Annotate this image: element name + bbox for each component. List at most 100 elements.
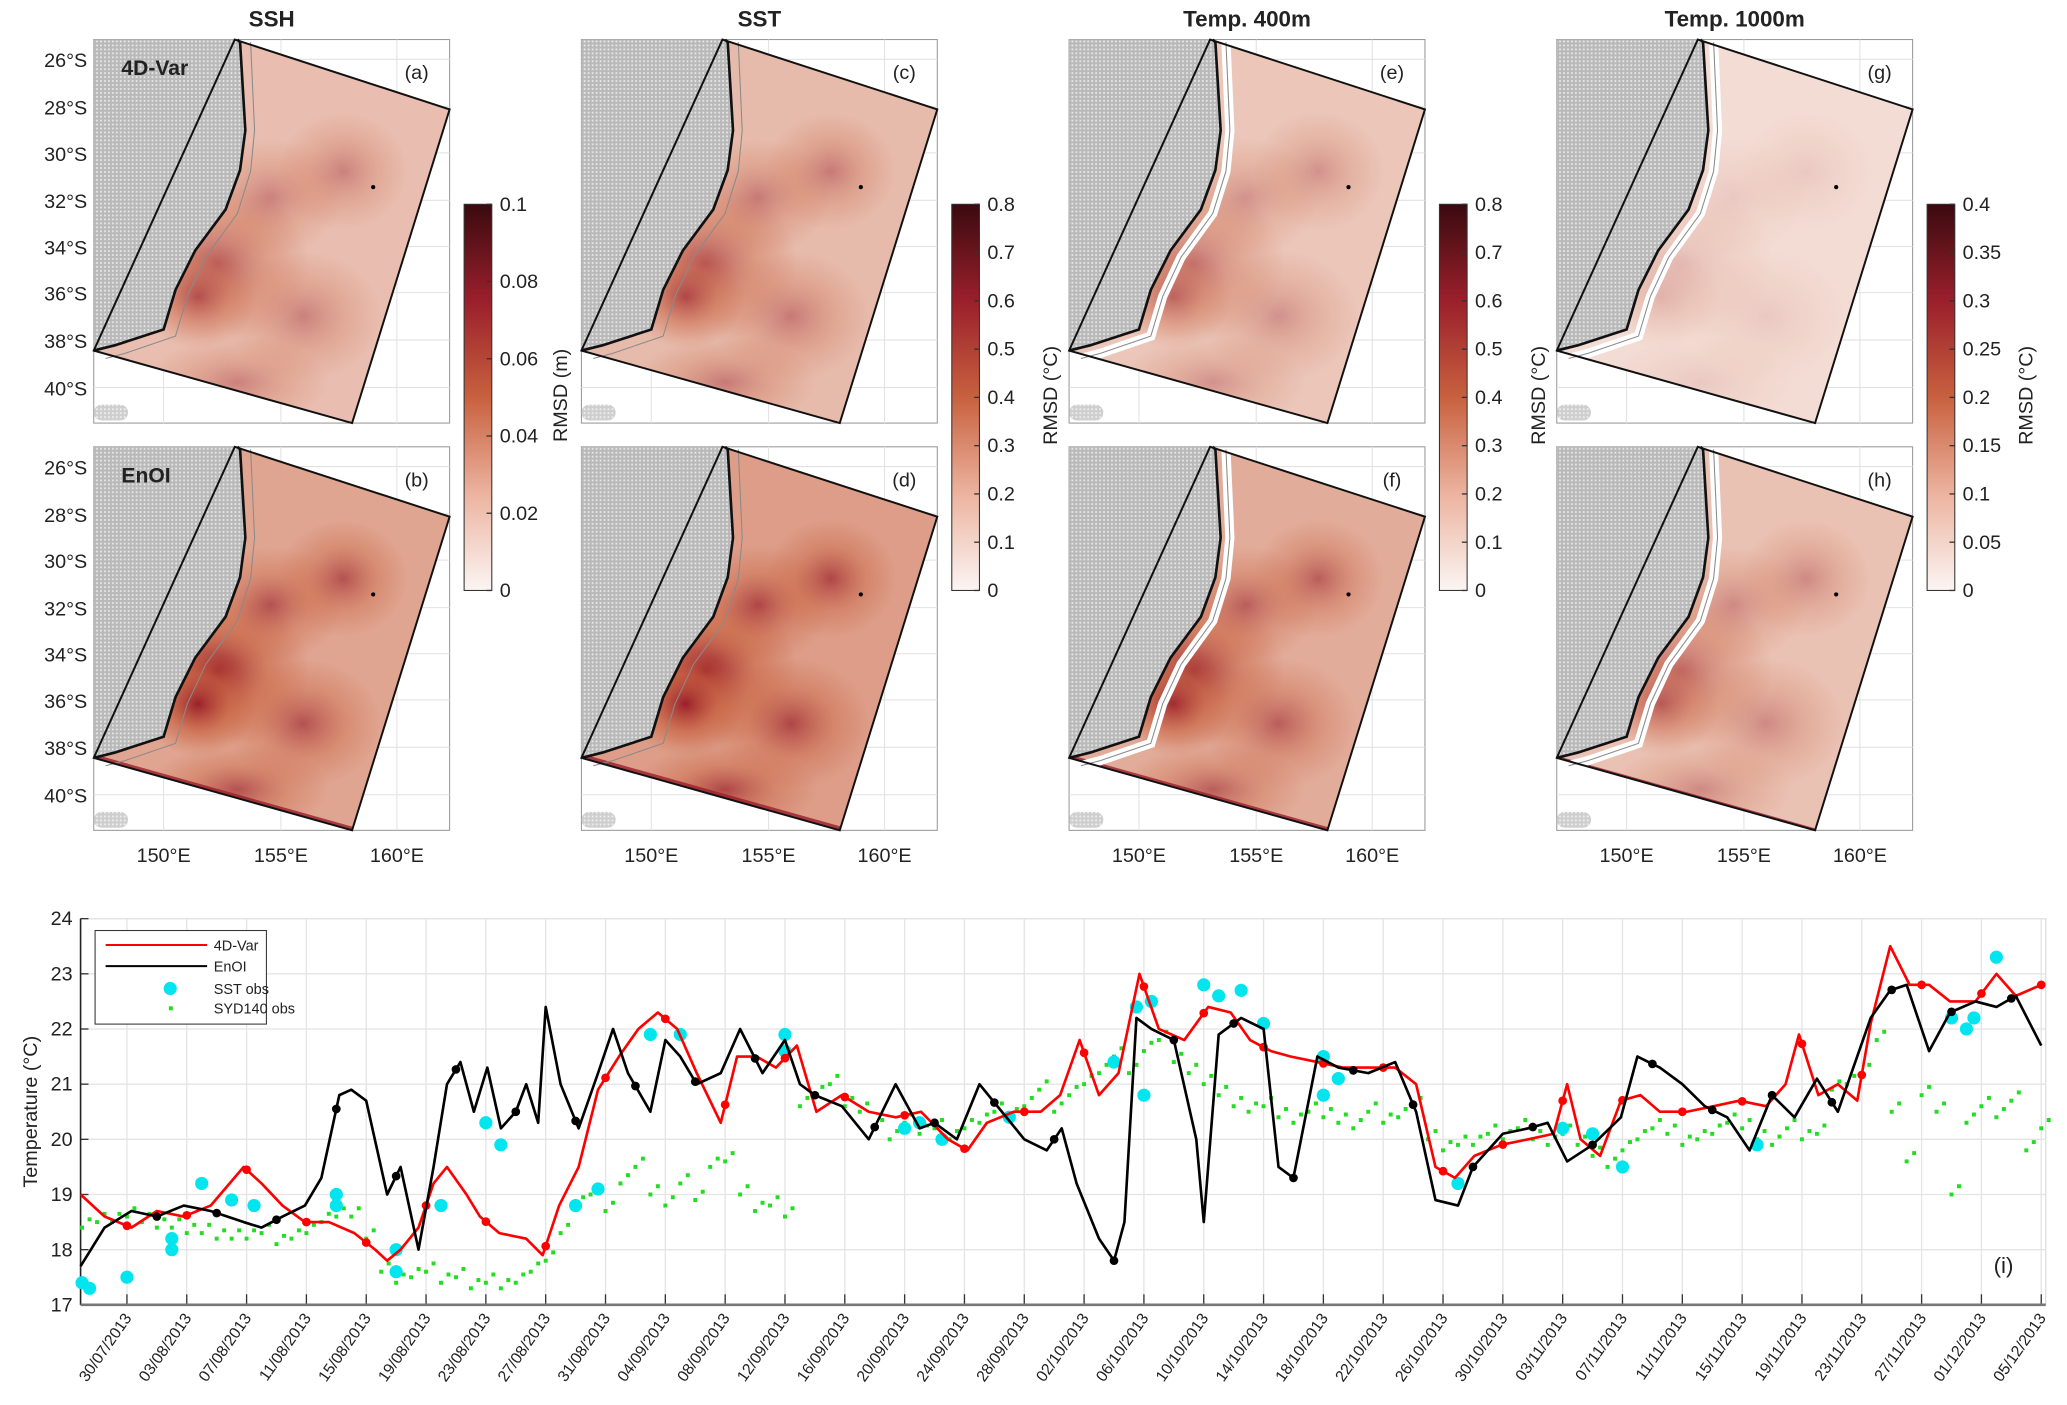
colorbar-tick-label: 0.02 <box>500 503 538 525</box>
y-tick-label: 21 <box>51 1074 73 1096</box>
enoi-cycle-marker <box>331 1104 341 1114</box>
syd140-obs-point <box>1814 1131 1819 1136</box>
sst-obs-point <box>591 1182 605 1196</box>
syd140-obs-point <box>169 1225 174 1230</box>
syd140-obs-point <box>603 1209 608 1214</box>
colorbar-tick-label: 0.06 <box>500 348 538 370</box>
isobath-line <box>105 449 256 767</box>
sst-obs-point <box>389 1265 403 1279</box>
syd140-obs-point <box>887 1137 892 1142</box>
enoi-cycle-marker <box>750 1054 760 1063</box>
syd140-obs-point <box>1126 1071 1131 1076</box>
lon-tick-label: 160°E <box>1345 845 1399 867</box>
sst-obs-point <box>165 1243 179 1257</box>
enoi-cycle-marker <box>1049 1134 1059 1144</box>
rmsd-hotspot <box>764 112 897 231</box>
lat-tick-label: 34°S <box>44 645 87 667</box>
4dvar-cycle-marker <box>1977 989 1986 998</box>
coastline <box>93 445 247 760</box>
colorbar-label: RMSD (°C) <box>2016 346 2038 445</box>
syd140-obs-point <box>753 1209 758 1214</box>
syd140-obs-point <box>259 1231 264 1236</box>
x-tick-label: 31/08/2013 <box>555 1310 614 1385</box>
x-tick-label: 07/11/2013 <box>1572 1310 1631 1384</box>
syd140-obs-point <box>1732 1112 1737 1117</box>
map-panel-h: (h) 150°E 155°E 160°E <box>1555 445 1914 867</box>
model-domain-outline <box>1555 445 1914 832</box>
land-mask <box>93 446 246 758</box>
syd140-obs-point <box>558 1231 563 1236</box>
syd140-obs-point <box>962 1126 967 1131</box>
syd140-obs-point <box>775 1195 780 1200</box>
rmsd-hotspot <box>1252 112 1385 231</box>
land-mask-island <box>1556 404 1592 421</box>
colorbar-2: 0 0.1 0.2 0.3 0.4 0.5 0.6 0.7 0.8 RMSD (°C) <box>951 194 1062 602</box>
syd140-obs-point <box>1470 1142 1475 1147</box>
syd140-obs-point <box>1627 1140 1632 1145</box>
x-tick-label: 27/08/2013 <box>495 1310 554 1385</box>
legend-swatch-sst <box>163 981 177 996</box>
enoi-cycle-marker <box>272 1215 281 1225</box>
syd140-obs-point <box>745 1184 750 1189</box>
syd140-obs-point <box>543 1258 548 1263</box>
lat-tick-label: 40°S <box>44 378 87 400</box>
land-mask-island <box>1069 811 1104 828</box>
syd140-obs-point <box>229 1236 234 1241</box>
syd140-obs-point <box>678 1181 683 1186</box>
syd140-obs-point <box>102 1211 107 1216</box>
x-tick-label: 11/08/2013 <box>256 1310 315 1384</box>
colorbar-tick-label: 0.7 <box>987 242 1014 264</box>
syd140-obs-point <box>1680 1142 1685 1147</box>
enoi-cycle-marker <box>1887 985 1897 995</box>
colorbar-tick-label: 0.7 <box>1475 242 1502 264</box>
colorbar-4: 0 0.05 0.1 0.15 0.2 0.25 0.3 0.35 0.4 RMSD (°C) <box>1926 194 2038 602</box>
lat-tick-label: 30°S <box>44 144 87 166</box>
coastline <box>1068 445 1222 760</box>
sst-obs-point <box>1234 983 1248 997</box>
enoi-cycle-marker <box>1588 1140 1597 1150</box>
syd140-obs-point <box>1583 1134 1588 1139</box>
colorbar-tick-label: 0.8 <box>1475 194 1502 216</box>
syd140-obs-point <box>1463 1134 1468 1139</box>
x-tick-label: 03/08/2013 <box>136 1310 195 1385</box>
syd140-obs-point <box>715 1156 720 1161</box>
y-tick-label: 20 <box>51 1129 73 1151</box>
syd140-obs-point <box>1500 1137 1505 1142</box>
isobath-line <box>1080 449 1231 767</box>
legend-entry: 4D-Var <box>214 938 259 954</box>
syd140-obs-point <box>2039 1126 2044 1131</box>
y-tick-label: 18 <box>51 1239 73 1261</box>
syd140-obs-point <box>289 1236 294 1241</box>
colorbar-tick-label: 0.1 <box>1475 532 1502 554</box>
enoi-cycle-marker <box>1408 1100 1418 1109</box>
lat-tick-label: 36°S <box>44 284 87 306</box>
syd140-obs-point <box>521 1272 526 1277</box>
syd140-obs-point <box>1829 1087 1834 1092</box>
syd140-obs-point <box>304 1231 309 1236</box>
4dvar-cycle-marker <box>1917 980 1926 990</box>
sst-obs-point <box>1197 978 1211 992</box>
model-domain-outline <box>92 38 451 425</box>
syd140-obs-point <box>1014 1107 1019 1111</box>
syd140-obs-point <box>797 1104 802 1109</box>
lon-tick-label: 150°E <box>1112 845 1166 867</box>
4dvar-cycle-marker <box>361 1238 371 1247</box>
syd140-obs-point <box>1747 1118 1752 1122</box>
syd140-obs-point <box>371 1228 376 1233</box>
syd140-obs-point <box>214 1236 219 1241</box>
syd140-obs-point <box>1665 1131 1670 1136</box>
panel-label: (b) <box>405 469 429 491</box>
colorbar-tick-label: 0.6 <box>1475 290 1502 312</box>
4dvar-cycle-marker <box>302 1217 311 1227</box>
coastline <box>93 38 247 352</box>
syd140-obs-point <box>95 1220 100 1225</box>
4dvar-cycle-marker <box>242 1165 251 1175</box>
legend-entry: SYD140 obs <box>214 1002 295 1018</box>
land-mask-island <box>1069 404 1104 421</box>
column-title: SST <box>738 6 782 31</box>
syd140-obs-point <box>274 1242 279 1247</box>
x-tick-label: 07/08/2013 <box>196 1310 255 1385</box>
syd140-obs-point <box>1837 1079 1842 1084</box>
land-mask <box>1069 39 1221 351</box>
land-mask <box>581 39 733 351</box>
